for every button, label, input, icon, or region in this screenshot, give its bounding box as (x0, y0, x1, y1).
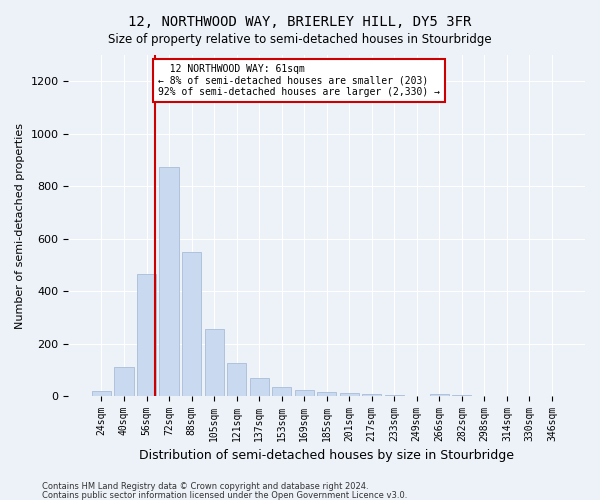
Bar (115, 368, 134, 396)
Text: 12, NORTHWOOD WAY, BRIERLEY HILL, DY5 3FR: 12, NORTHWOOD WAY, BRIERLEY HILL, DY5 3F… (128, 15, 472, 29)
Text: Contains HM Land Registry data © Crown copyright and database right 2024.: Contains HM Land Registry data © Crown c… (42, 482, 368, 491)
Bar (92, 392, 111, 396)
Bar (430, 394, 449, 396)
Bar (340, 393, 359, 396)
Text: Size of property relative to semi-detached houses in Stourbridge: Size of property relative to semi-detach… (108, 32, 492, 46)
Bar (250, 378, 269, 396)
Bar (385, 395, 404, 396)
X-axis label: Distribution of semi-detached houses by size in Stourbridge: Distribution of semi-detached houses by … (139, 450, 514, 462)
Bar (452, 395, 472, 396)
Text: Contains public sector information licensed under the Open Government Licence v3: Contains public sector information licen… (42, 490, 407, 500)
Y-axis label: Number of semi-detached properties: Number of semi-detached properties (15, 122, 25, 328)
Bar (272, 387, 291, 396)
Bar (160, 166, 179, 396)
Bar (205, 330, 224, 396)
Bar (295, 390, 314, 396)
Bar (227, 364, 246, 396)
Bar (317, 392, 336, 396)
Bar (362, 394, 382, 396)
Text: 12 NORTHWOOD WAY: 61sqm
← 8% of semi-detached houses are smaller (203)
92% of se: 12 NORTHWOOD WAY: 61sqm ← 8% of semi-det… (158, 64, 440, 98)
Bar (182, 252, 201, 396)
Bar (137, 274, 156, 396)
